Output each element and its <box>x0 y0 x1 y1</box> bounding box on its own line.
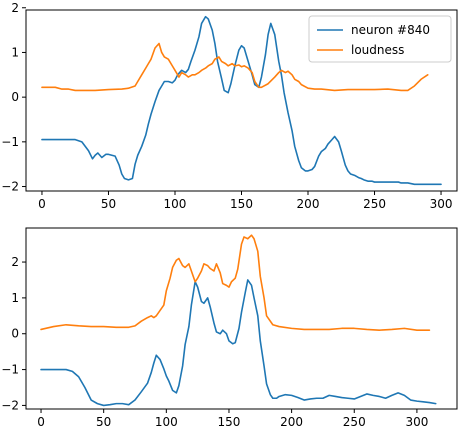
x-tick-label: 250 <box>343 415 366 429</box>
x-tick-label: 200 <box>280 415 303 429</box>
y-tick-label: 1 <box>11 291 19 305</box>
x-tick-label: 250 <box>363 197 386 211</box>
top-line-chart: 0 50 100 150 200 250 300 −2 −1 0 1 2 neuron #840 loud… <box>1 1 458 211</box>
legend: neuron #840 loudness <box>308 15 452 63</box>
y-tick-label: 2 <box>11 1 19 15</box>
series-line-neuron <box>41 15 442 186</box>
series-line-loudness <box>40 234 431 331</box>
series-line-loudness <box>41 42 429 92</box>
legend-label: neuron #840 <box>351 23 430 37</box>
x-tick-label: 300 <box>405 415 428 429</box>
y-tick-label: 0 <box>11 327 19 341</box>
y-tick-label: −1 <box>1 363 19 377</box>
x-tick-label: 100 <box>155 415 178 429</box>
x-tick-label: 150 <box>218 415 241 429</box>
x-tick-label: 50 <box>96 415 111 429</box>
y-tick-label: 0 <box>11 90 19 104</box>
legend-label: loudness <box>351 43 404 57</box>
x-tick-label: 150 <box>230 197 253 211</box>
bottom-line-chart: 0 50 100 150 200 250 300 −2 −1 0 1 2 <box>1 227 458 429</box>
y-tick-label: −1 <box>1 135 19 149</box>
x-tick-label: 0 <box>37 415 45 429</box>
x-tick-label: 100 <box>164 197 187 211</box>
x-tick-label: 0 <box>38 197 46 211</box>
legend-box <box>308 15 452 63</box>
x-tick-label: 300 <box>430 197 453 211</box>
y-tick-label: −2 <box>1 180 19 194</box>
y-tick-label: 2 <box>11 255 19 269</box>
y-tick-label: 1 <box>11 45 19 59</box>
axes-frame <box>25 227 458 410</box>
x-tick-label: 200 <box>297 197 320 211</box>
series-line-neuron <box>40 279 437 407</box>
x-tick-label: 50 <box>101 197 116 211</box>
y-tick-label: −2 <box>1 398 19 412</box>
